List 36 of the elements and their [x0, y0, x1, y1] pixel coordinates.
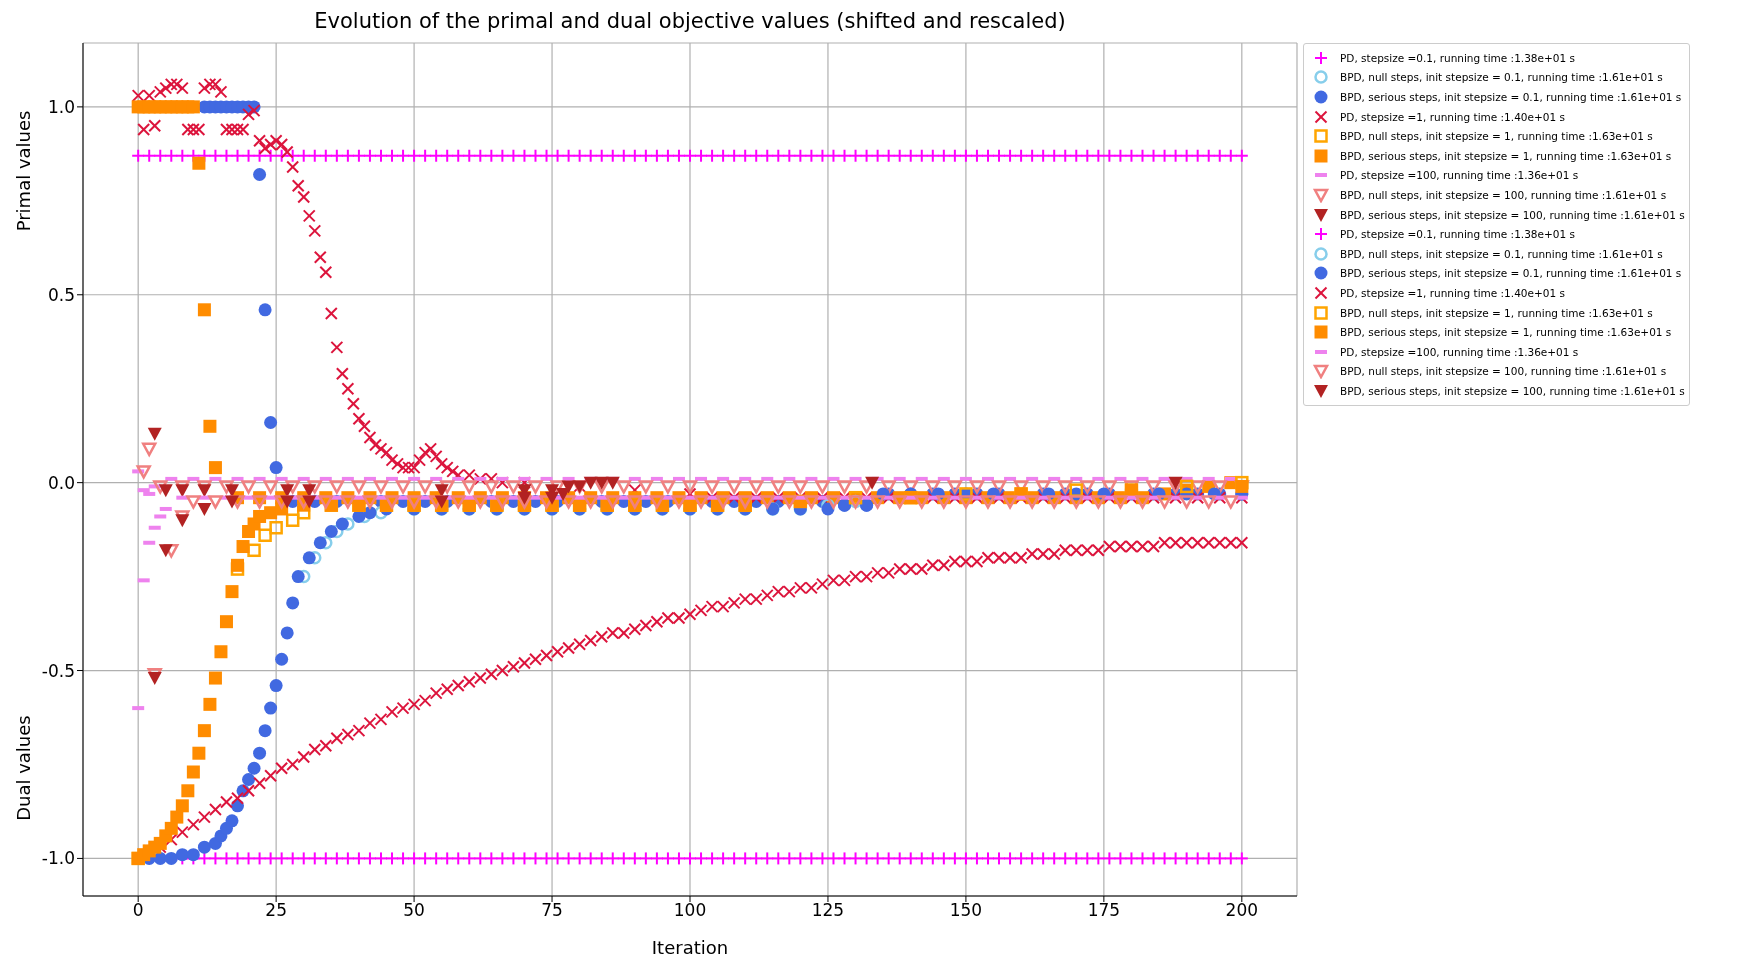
y-tick-label: 0.5	[47, 284, 75, 305]
legend-label: BPD, serious steps, init stepsize = 100, running time :1.61e+01 s	[1340, 208, 1685, 221]
y-axis-title: Primal values	[13, 110, 34, 232]
legend-label: PD, stepsize =100, running time :1.36e+01 s	[1340, 169, 1579, 182]
x-tick-label: 25	[265, 900, 287, 921]
legend-label: BPD, serious steps, init stepsize = 100, running time :1.61e+01 s	[1340, 384, 1685, 397]
x-tick-label: 50	[403, 900, 425, 921]
legend-label: BPD, null steps, init stepsize = 100, running time :1.61e+01 s	[1340, 188, 1667, 201]
y-tick-label: -1.0	[41, 848, 75, 869]
legend-label: BPD, serious steps, init stepsize = 0.1, running time :1.61e+01 s	[1340, 267, 1682, 280]
legend-label: PD, stepsize =1, running time :1.40e+01 s	[1340, 286, 1565, 299]
chart-title: Evolution of the primal and dual objective values (shifted and rescaled)	[314, 9, 1066, 33]
y-tick-label: -0.5	[41, 660, 75, 681]
x-tick-label: 75	[541, 900, 563, 921]
legend-label: PD, stepsize =0.1, running time :1.38e+01 s	[1340, 51, 1575, 64]
legend-label: BPD, null steps, init stepsize = 0.1, running time :1.61e+01 s	[1340, 71, 1663, 84]
legend-label: PD, stepsize =0.1, running time :1.38e+01 s	[1340, 228, 1575, 241]
x-tick-label: 125	[811, 900, 845, 921]
legend-label: BPD, serious steps, init stepsize = 1, running time :1.63e+01 s	[1340, 149, 1672, 162]
y-tick-label: 1.0	[47, 96, 75, 117]
legend-label: PD, stepsize =100, running time :1.36e+01 s	[1340, 345, 1579, 358]
x-tick-label: 0	[132, 900, 144, 921]
text: Dual values	[13, 715, 34, 821]
legend-label: PD, stepsize =1, running time :1.40e+01 s	[1340, 110, 1565, 123]
legend-label: BPD, null steps, init stepsize = 1, running time :1.63e+01 s	[1340, 130, 1653, 143]
y-tick-label: 0.0	[47, 472, 75, 493]
x-axis-title: Iteration	[651, 937, 729, 958]
legend-label: BPD, serious steps, init stepsize = 0.1, running time :1.61e+01 s	[1340, 90, 1682, 103]
legend-label: BPD, null steps, init stepsize = 1, running time :1.63e+01 s	[1340, 306, 1653, 319]
x-tick-label: 200	[1225, 900, 1259, 921]
legend-label: BPD, null steps, init stepsize = 100, running time :1.61e+01 s	[1340, 365, 1667, 378]
legend-label: BPD, null steps, init stepsize = 0.1, running time :1.61e+01 s	[1340, 247, 1663, 260]
x-tick-label: 175	[1087, 900, 1121, 921]
x-tick-label: 150	[949, 900, 983, 921]
x-tick-label: 100	[673, 900, 707, 921]
legend-label: BPD, serious steps, init stepsize = 1, running time :1.63e+01 s	[1340, 326, 1672, 339]
